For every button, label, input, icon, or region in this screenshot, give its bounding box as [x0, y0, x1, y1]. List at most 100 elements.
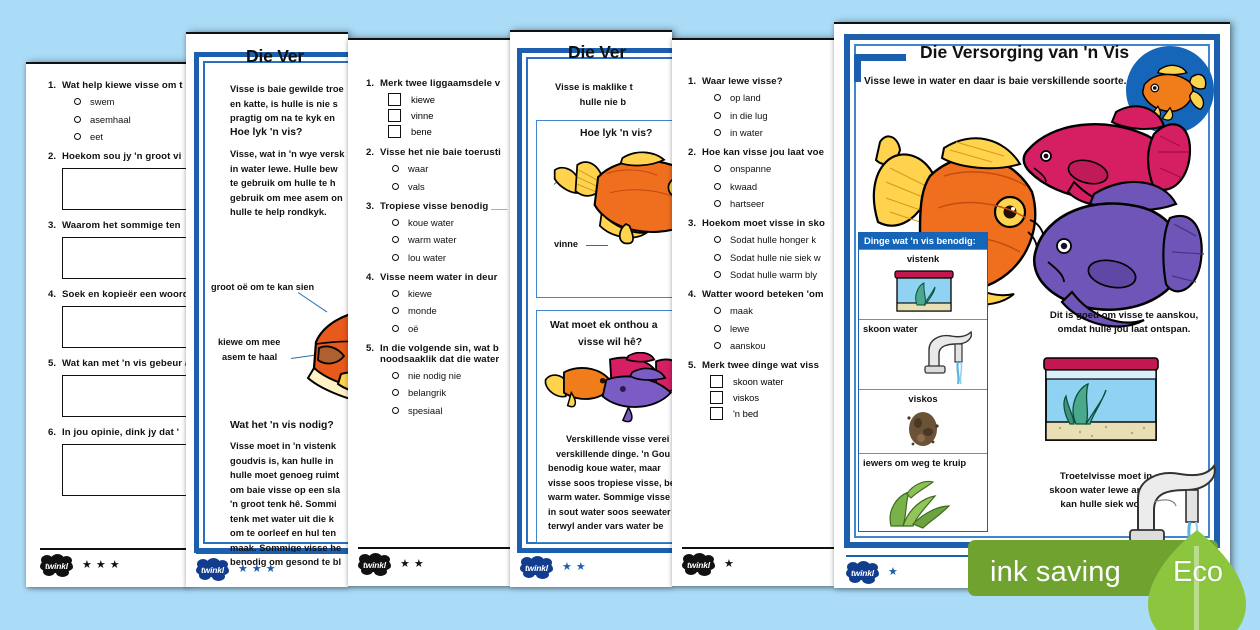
radio-option[interactable]: Sodat hulle honger k	[714, 234, 834, 245]
radio-option[interactable]: kiewe	[392, 288, 510, 299]
leader-line	[586, 245, 608, 247]
diagram-label-gills-1: kiewe om mee	[218, 337, 281, 347]
radio-icon[interactable]	[714, 165, 721, 172]
radio-option[interactable]: kwaad	[714, 181, 834, 192]
radio-icon[interactable]	[714, 342, 721, 349]
question-text: Visse neem water in deur	[380, 271, 498, 283]
radio-option[interactable]: hartseer	[714, 198, 834, 209]
radio-option[interactable]: maak	[714, 305, 834, 316]
checkbox-icon[interactable]	[710, 375, 723, 388]
worksheet-page-4[interactable]: Die Ver Visse is maklike t hulle nie b H…	[510, 30, 672, 587]
radio-option[interactable]: vals	[392, 181, 510, 192]
worksheet-page-2[interactable]: Die Ver Visse is baie gewilde troe en ka…	[186, 32, 348, 587]
radio-option[interactable]: Sodat hulle warm bly	[714, 269, 834, 280]
radio-option[interactable]: oë	[392, 323, 510, 334]
checkbox-icon[interactable]	[388, 93, 401, 106]
page-footer: twinkl ★ ★	[520, 550, 672, 579]
radio-icon[interactable]	[392, 389, 399, 396]
worksheet-page-1[interactable]: 1. Wat help kiewe visse om t swem asemhaa…	[26, 62, 188, 587]
radio-option[interactable]: warm water	[392, 234, 510, 245]
answer-box[interactable]	[62, 168, 188, 210]
option-label: skoon water	[733, 376, 784, 387]
twinkl-logo: twinkl	[196, 558, 229, 581]
checkbox-option[interactable]: 'n bed	[710, 407, 834, 420]
radio-icon[interactable]	[392, 307, 399, 314]
answer-box[interactable]	[62, 375, 188, 417]
checkbox-icon[interactable]	[710, 391, 723, 404]
radio-option[interactable]: swem	[74, 96, 188, 107]
radio-icon[interactable]	[714, 129, 721, 136]
radio-option[interactable]: koue water	[392, 217, 510, 228]
aquarium-illustration	[1043, 357, 1159, 441]
answer-box[interactable]	[62, 237, 188, 279]
radio-option[interactable]: waar	[392, 163, 510, 174]
radio-option[interactable]: onspanne	[714, 163, 834, 174]
radio-option[interactable]: eet	[74, 131, 188, 142]
checkbox-icon[interactable]	[710, 407, 723, 420]
radio-option[interactable]: lewe	[714, 323, 834, 334]
radio-icon[interactable]	[392, 289, 399, 297]
radio-icon[interactable]	[714, 253, 721, 261]
radio-option[interactable]: Sodat hulle nie siek w	[714, 252, 834, 263]
answer-box[interactable]	[62, 444, 188, 496]
checkbox-option[interactable]: viskos	[710, 391, 834, 404]
radio-option[interactable]: in water	[714, 127, 834, 138]
worksheet-page-6-cover[interactable]: Die Versorging van 'n Vis Visse lewe in …	[834, 22, 1230, 588]
question-number: 4.	[48, 289, 57, 300]
radio-icon[interactable]	[714, 94, 721, 101]
radio-icon[interactable]	[392, 324, 399, 332]
radio-icon[interactable]	[74, 98, 81, 105]
option-label: oë	[408, 322, 419, 334]
radio-option[interactable]: asemhaal	[74, 114, 188, 125]
option-label: bene	[411, 126, 432, 137]
panel-heading-2b: visse wil hê?	[578, 337, 643, 348]
checkbox-option[interactable]: kiewe	[388, 93, 510, 106]
checkbox-icon[interactable]	[388, 109, 401, 122]
radio-icon[interactable]	[714, 111, 721, 119]
worksheet-page-3[interactable]: 1. Merk twee liggaamsdele v kiewe vinne b…	[348, 38, 510, 586]
radio-icon[interactable]	[74, 133, 81, 140]
radio-option[interactable]: belangrik	[392, 387, 510, 398]
radio-icon[interactable]	[714, 236, 721, 243]
question-number: 3.	[688, 218, 697, 229]
needs-box-header: Dinge wat 'n vis benodig:	[859, 233, 987, 249]
checkbox-option[interactable]: skoon water	[710, 375, 834, 388]
radio-option[interactable]: lou water	[392, 252, 510, 263]
twinkl-wordmark: twinkl	[851, 567, 874, 578]
fish-food-icon	[907, 412, 939, 446]
option-label: onspanne	[730, 163, 772, 174]
three-fish-illustration	[544, 352, 672, 423]
question-text: Waarom het sommige ten	[62, 220, 181, 231]
radio-icon[interactable]	[392, 236, 399, 243]
question-text: Hoekom moet visse in sko	[702, 218, 825, 229]
radio-icon[interactable]	[714, 307, 721, 314]
radio-option[interactable]: in die lug	[714, 110, 834, 121]
radio-icon[interactable]	[714, 200, 721, 207]
radio-icon[interactable]	[392, 165, 399, 172]
radio-icon[interactable]	[714, 182, 721, 190]
radio-icon[interactable]	[392, 253, 399, 261]
radio-option[interactable]: monde	[392, 305, 510, 316]
question-number: 5.	[48, 358, 57, 369]
option-label: lou water	[408, 251, 447, 263]
radio-icon[interactable]	[74, 115, 81, 123]
checkbox-option[interactable]: bene	[388, 125, 510, 138]
answer-box[interactable]	[62, 306, 188, 348]
radio-option[interactable]: op land	[714, 92, 834, 103]
radio-icon[interactable]	[714, 271, 721, 278]
radio-icon[interactable]	[392, 218, 399, 226]
radio-option[interactable]: aanskou	[714, 340, 834, 351]
radio-option[interactable]: spesiaal	[392, 405, 510, 416]
radio-icon[interactable]	[392, 406, 399, 414]
radio-icon[interactable]	[714, 324, 721, 332]
checkbox-option[interactable]: vinne	[388, 109, 510, 122]
question-number: 2.	[366, 147, 375, 158]
radio-icon[interactable]	[392, 371, 399, 379]
radio-option[interactable]: nie nodig nie	[392, 370, 510, 381]
paragraph-2: Visse moet in 'n vistenk goudvis is, kan…	[230, 441, 342, 567]
worksheet-page-5[interactable]: 1. Waar lewe visse? op land in die lug in…	[672, 38, 834, 586]
corner-decoration	[854, 54, 906, 82]
checkbox-icon[interactable]	[388, 125, 401, 138]
radio-icon[interactable]	[392, 182, 399, 190]
option-label: kwaad	[730, 180, 758, 192]
